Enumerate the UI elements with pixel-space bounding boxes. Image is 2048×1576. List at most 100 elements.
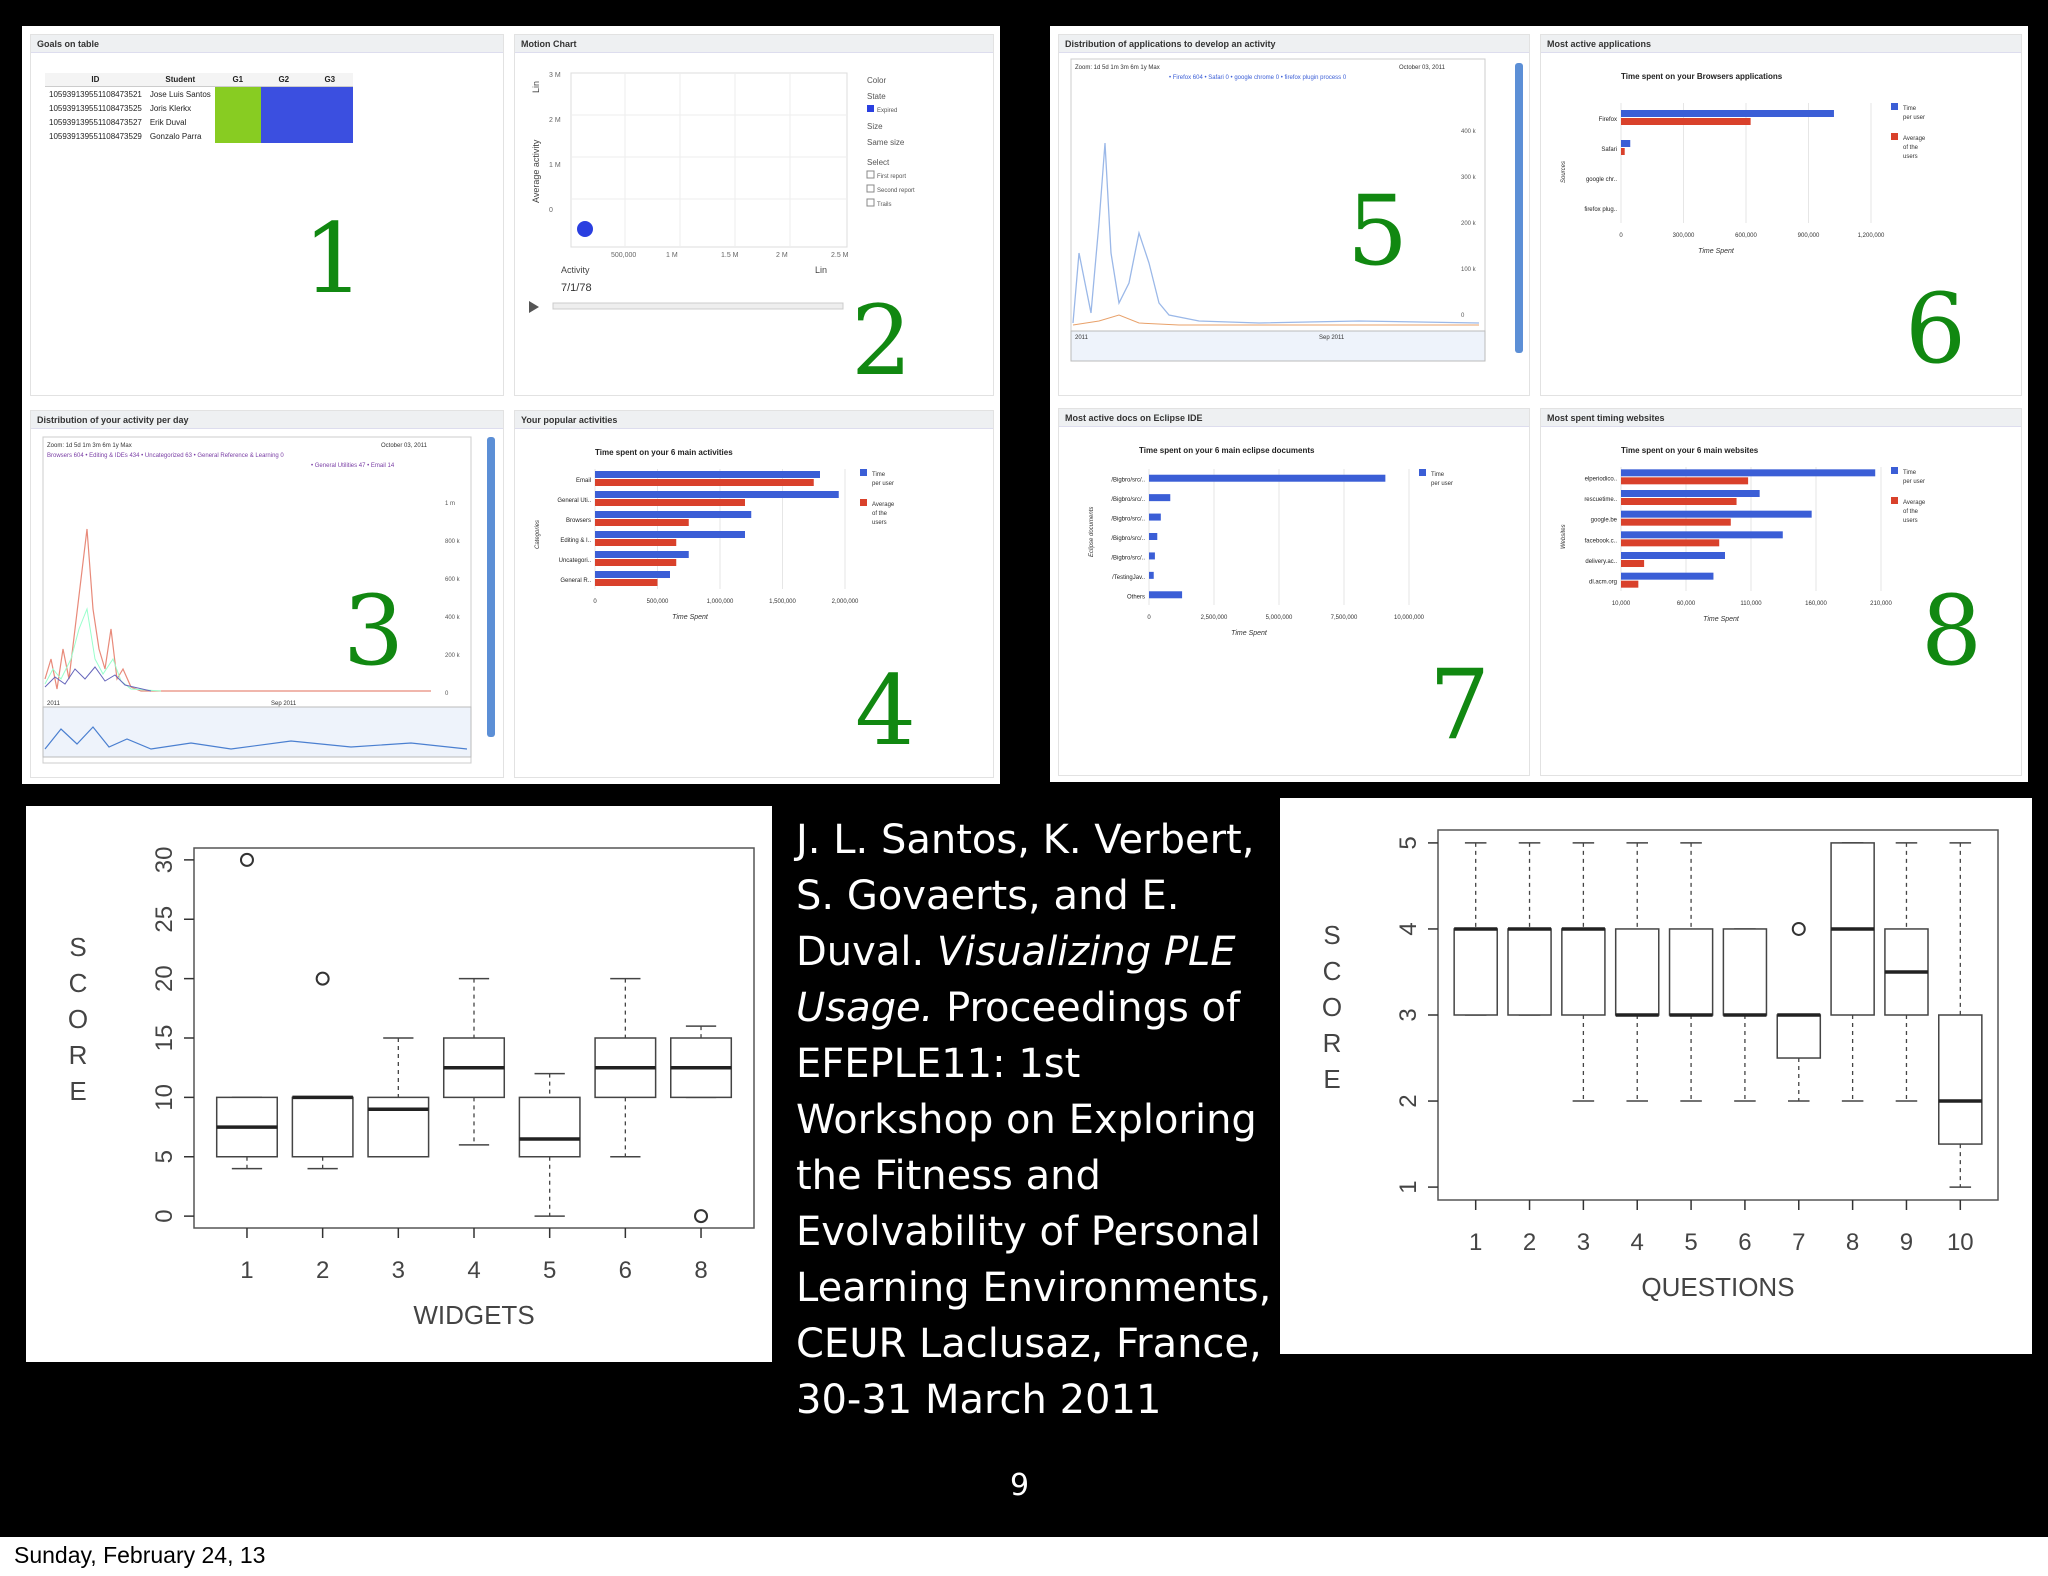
x-axis-label: Time Spent [1703,616,1740,623]
x-tick-label: 5 [1684,1229,1697,1256]
x-axis-label: Time Spent [1698,248,1735,255]
category-label: General R.. [560,578,591,584]
chart-legend: • General Utilities 47 • Email 14 [311,463,395,469]
goal-cell [260,115,307,129]
x-tick-label: 4 [467,1257,480,1284]
x-tick-label: 2 [316,1257,329,1284]
y-axis-label: S [1323,920,1340,950]
widget-number: 8 [1921,575,1983,687]
scrollbar[interactable] [487,437,495,737]
y-tick-label: 4 [1395,922,1422,935]
range-navigator[interactable] [1070,330,1486,362]
table-row: 105939139551108473525 Joris Klerkx [45,101,353,115]
citation-details: Proceedings of EFEPLE11: 1st Workshop on… [796,985,1272,1423]
series-line [44,528,431,692]
y-tick-label: 0 [549,207,553,214]
category-label: Editing & I.. [560,538,591,544]
scrollbar[interactable] [1515,63,1523,353]
widget-activity-per-day: Distribution of your activity per day Zo… [30,410,504,778]
bar [595,531,745,538]
legend-swatch [1891,133,1898,140]
legend-swatch [1419,469,1426,476]
y-tick-label: 400 k [1461,129,1477,135]
y-tick-label: 20 [151,965,178,992]
x-axis-label: Activity [561,265,590,275]
citation-title: Visualizing PLE Usage. [796,929,1236,1031]
bar [1621,498,1737,505]
range-label: Sep 2011 [1319,335,1345,341]
category-label: Others [1127,594,1145,600]
bar [595,491,839,498]
box [367,1096,430,1158]
x-tick-label: 1,000,000 [707,599,734,605]
x-tick-label: 1 [1469,1229,1482,1256]
legend-label: users [1903,518,1918,524]
legend-label: of the [1903,509,1919,515]
x-tick-label: 210,000 [1870,601,1892,607]
websites-bar-chart: Time spent on your 6 main websites 10,000… [1561,446,1926,623]
chart-date: October 03, 2011 [1399,65,1446,71]
legend-label: Time [1903,106,1917,112]
table-header: Student [145,73,215,87]
checkbox[interactable] [866,184,875,193]
x-tick-label: 10 [1947,1229,1974,1256]
goal-cell [214,129,261,143]
x-tick-label: 7,500,000 [1331,615,1358,621]
bar [1149,552,1155,560]
color-select[interactable]: State [867,92,886,101]
y-tick-label: 200 k [445,653,461,659]
checkbox[interactable] [866,198,875,207]
box [1776,1014,1822,1059]
category-label: google chr.. [1586,177,1617,183]
y-tick-label: 15 [151,1025,178,1052]
checkbox[interactable] [866,170,875,179]
zoom-bar[interactable]: Zoom: 1d 5d 1m 3m 6m 1y Max [47,443,132,449]
table-cell: Erik Duval [149,117,187,127]
range-navigator[interactable] [42,706,472,758]
motion-bubble[interactable] [577,221,593,237]
y-scale[interactable]: Lin [531,81,541,93]
y-axis-label: Categories [535,520,541,549]
table-row: 105939139551108473521 Jose Luis Santos [45,86,353,101]
y-tick-label: 2 [1395,1094,1422,1107]
bar [595,559,677,566]
chart-title: Time spent on your 6 main activities [595,448,733,457]
dashboard-screenshot-left: Goals on table ID Student G1 G2 G3 105939139… [22,26,1000,784]
widget-title: Motion Chart [515,35,993,53]
x-tick-label: 10,000,000 [1394,615,1425,621]
bar [1149,533,1158,540]
box [1507,928,1552,1016]
checkbox-label: Trails [877,202,891,208]
x-tick-label: 4 [1631,1229,1644,1256]
size-select[interactable]: Same size [867,138,905,147]
activity-timeline-chart: Zoom: 1d 5d 1m 3m 6m 1y Max October 03, … [42,436,495,764]
table-header: ID [45,73,146,87]
x-tick-label: 1.5 M [721,252,739,259]
play-icon[interactable] [529,301,539,313]
y-tick-label: 100 k [1461,267,1477,273]
x-tick-label: 6 [619,1257,632,1284]
citation-authors: J. L. Santos, K. Verbert, S. Govaerts, a… [796,817,1255,975]
box [291,1096,354,1158]
box [518,1096,581,1158]
y-tick-label: 3 M [549,72,561,79]
category-label: /TestingJav.. [1112,575,1145,581]
x-axis-label: Time Spent [1231,630,1268,637]
x-scale[interactable]: Lin [815,265,827,275]
applications-timeline-chart: Zoom: 1d 5d 1m 3m 6m 1y Max October 03, … [1070,58,1523,362]
motion-date: 7/1/78 [561,282,592,294]
timeline-slider[interactable] [552,302,844,310]
category-label: Safari [1601,147,1617,153]
legend-swatch [1891,497,1898,504]
chart-title: Time spent on your 6 main eclipse docume… [1139,446,1315,455]
bar [595,479,814,486]
y-tick-label: 5 [151,1150,178,1163]
legend-label: per user [872,481,894,487]
widget-applications-distribution: Distribution of applications to develop … [1058,34,1530,396]
x-tick-label: 2 M [776,252,788,259]
zoom-bar[interactable]: Zoom: 1d 5d 1m 3m 6m 1y Max [1075,65,1160,71]
slide: Goals on table ID Student G1 G2 G3 105939139… [0,0,2048,1537]
legend-label: Average [1903,500,1926,506]
bar [595,519,689,526]
boxplot-widgets-panel: 0 5 10 15 20 25 30 S C O R E WIDGETS 1 2 3 4 5 6 8 [26,806,772,1362]
